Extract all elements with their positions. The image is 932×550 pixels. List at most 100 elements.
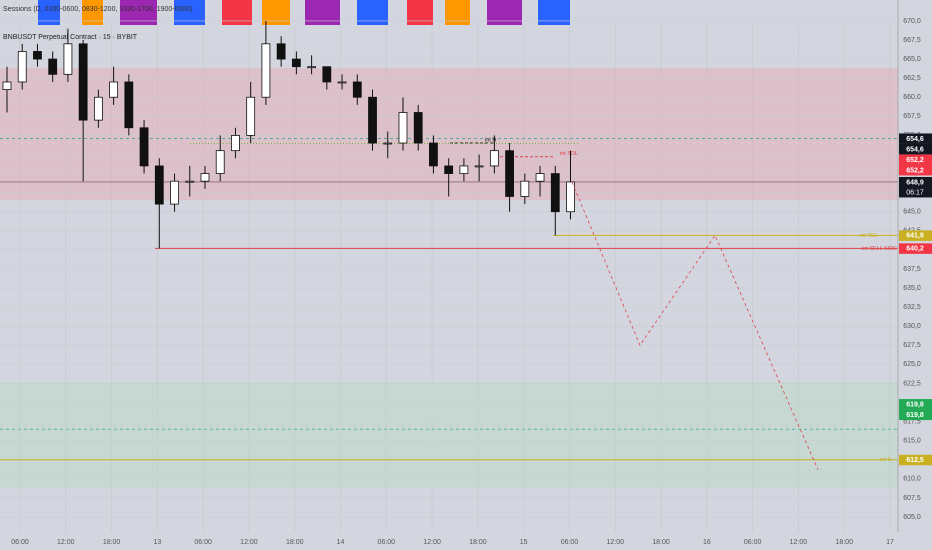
price-tag: 619,8 <box>899 409 932 421</box>
price-tag-label: 619,8 <box>906 401 924 408</box>
y-tick-label: 622,5 <box>903 380 921 387</box>
x-tick-label: 12:00 <box>607 539 625 546</box>
x-tick-label: 18:00 <box>286 539 304 546</box>
candle-body <box>17 51 27 83</box>
candle-body <box>489 150 499 167</box>
price-tag-label: 648,9 <box>906 179 924 186</box>
x-tick-label: 06:00 <box>194 539 212 546</box>
x-tick-label: 18:00 <box>103 539 121 546</box>
level-label: int S <box>880 457 891 463</box>
candle-body <box>459 165 469 174</box>
x-tick-label: 18:00 <box>652 539 670 546</box>
y-tick-label: 630,0 <box>903 323 921 330</box>
y-tick-label: 607,5 <box>903 495 921 502</box>
x-tick-label: 06:00 <box>378 539 396 546</box>
level-label: int H <box>485 137 496 143</box>
candle-body <box>352 81 362 98</box>
candle-body <box>413 112 423 144</box>
price-tag-bg <box>899 454 932 466</box>
candle-body <box>444 165 454 174</box>
price-tag-label: 654,6 <box>906 146 924 153</box>
price-tag: 619,8 <box>899 399 932 410</box>
level-label: int SDL <box>560 151 578 157</box>
candle-body <box>383 142 393 145</box>
candle-body <box>93 96 103 121</box>
x-tick-label: 06:00 <box>744 539 762 546</box>
price-tag-label: 619,8 <box>906 412 924 419</box>
candle-body <box>78 43 88 121</box>
candle-body <box>33 51 42 60</box>
candle-body <box>535 173 545 182</box>
candle-body <box>276 43 286 60</box>
price-tag-bg <box>899 133 932 144</box>
candle-body <box>261 43 271 98</box>
y-tick-label: 632,5 <box>903 304 921 311</box>
x-tick-label: 18:00 <box>835 539 853 546</box>
y-tick-label: 617,5 <box>903 418 921 425</box>
x-tick-label: 12:00 <box>423 539 441 546</box>
y-tick-label: 635,0 <box>903 285 921 292</box>
price-tag: 641,9 <box>899 230 932 241</box>
y-tick-label: 665,0 <box>903 56 921 63</box>
zone <box>0 381 898 489</box>
countdown: 06:17 <box>906 189 924 196</box>
candle-body <box>398 112 408 144</box>
price-tag-bg <box>899 230 932 241</box>
price-tag-label: 654,6 <box>906 136 924 143</box>
plot-bg <box>0 0 898 532</box>
y-tick-label: 605,0 <box>903 514 921 521</box>
candle-body <box>368 96 377 144</box>
indicator-label: Sessions (D, 0200-0600, 0830-1200, 1330-… <box>3 6 193 13</box>
y-tick-label: 625,0 <box>903 361 921 368</box>
y-tick-label: 615,0 <box>903 438 921 445</box>
price-tag: 654,6 <box>899 133 932 144</box>
price-tag-label: 652,2 <box>906 167 924 174</box>
candle-body <box>429 142 438 167</box>
candle-body <box>566 181 575 213</box>
candle-body <box>139 127 149 167</box>
y-tick-label: 610,0 <box>903 476 921 483</box>
chart-title: BNBUSDT Perpetual Contract · 15 · BYBIT <box>3 34 138 41</box>
price-tag-bg <box>899 399 932 410</box>
y-tick-label: 667,5 <box>903 37 921 44</box>
candle-body <box>322 66 332 83</box>
x-tick-label: 06:00 <box>11 539 29 546</box>
candle-body <box>307 66 317 69</box>
level-label: int REL <box>860 233 878 239</box>
x-tick-label: 14 <box>337 539 345 546</box>
x-tick-label: 12:00 <box>240 539 258 546</box>
y-tick-label: 670,0 <box>903 18 921 25</box>
candle-body <box>291 58 301 68</box>
candle-body <box>337 81 347 84</box>
price-tag-bg <box>899 154 932 165</box>
candle-body <box>200 173 210 182</box>
y-tick-label: 660,0 <box>903 94 921 101</box>
price-tag-bg <box>899 243 932 254</box>
y-tick-label: 627,5 <box>903 342 921 349</box>
x-tick-label: 15 <box>520 539 528 546</box>
x-tick-label: 06:00 <box>561 539 579 546</box>
x-tick-label: 13 <box>153 539 161 546</box>
price-tag: 652,2 <box>899 154 932 165</box>
price-tag-label: 612,5 <box>906 457 924 464</box>
candle-body <box>63 43 73 75</box>
price-tag: 654,6 <box>899 143 932 155</box>
price-tag-bg <box>899 176 932 188</box>
x-tick-label: 12:00 <box>790 539 808 546</box>
price-tag-bg <box>899 143 932 155</box>
price-tag: 640,2 <box>899 243 932 254</box>
y-tick-label: 645,0 <box>903 209 921 216</box>
price-tag-label: 640,2 <box>906 246 924 253</box>
x-tick-label: 12:00 <box>57 539 75 546</box>
x-tick-label: 17 <box>886 539 894 546</box>
level-label: int SELL SIDE <box>862 246 897 252</box>
price-tag: 652,2 <box>899 164 932 176</box>
price-tag-label: 641,9 <box>906 233 924 240</box>
candle-body <box>520 180 530 197</box>
candle-body <box>185 180 195 183</box>
x-tick-label: 16 <box>703 539 711 546</box>
price-tag: 612,5 <box>899 454 932 466</box>
price-tag: 648,9 06:17 <box>899 176 932 198</box>
candle-body <box>109 81 119 98</box>
